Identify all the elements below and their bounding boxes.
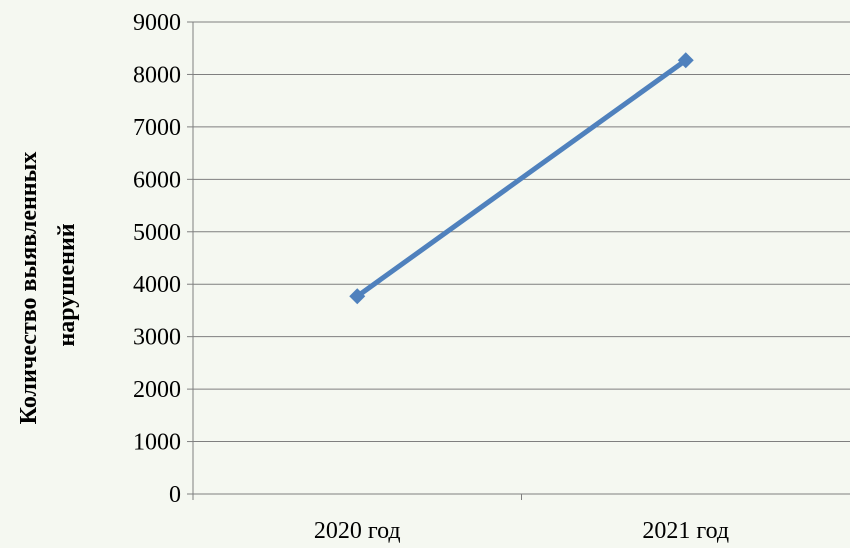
- series-line: [354, 57, 689, 299]
- y-tick-label: 6000: [133, 167, 181, 193]
- y-axis-title: Количество выявленных нарушений: [16, 146, 80, 425]
- y-tick-label: 2000: [133, 377, 181, 403]
- x-tick-label: 2020 год: [314, 518, 401, 544]
- data-point-marker: [349, 288, 366, 305]
- y-tick-label: 8000: [133, 62, 181, 88]
- y-tick-label: 9000: [133, 10, 181, 36]
- y-axis-title-line-2: нарушений: [54, 223, 80, 346]
- y-tick-label: 0: [169, 482, 181, 508]
- y-tick-label: 1000: [133, 430, 181, 456]
- series: [349, 52, 694, 305]
- y-tick-label: 7000: [133, 115, 181, 141]
- y-tick-label: 5000: [133, 220, 181, 246]
- x-tick-label: 2021 год: [642, 518, 729, 544]
- y-tick-label: 4000: [133, 272, 181, 298]
- y-axis-title-line-1: Количество выявленных: [16, 152, 42, 425]
- axes: [187, 21, 850, 500]
- data-point-marker: [677, 52, 694, 69]
- y-tick-label: 3000: [133, 325, 181, 351]
- y-axis-tick-labels: 0 1000 2000 3000 4000 5000 6000 7000 8000 9000: [133, 10, 181, 508]
- x-axis-tick-labels: 2020 год 2021 год: [314, 518, 729, 544]
